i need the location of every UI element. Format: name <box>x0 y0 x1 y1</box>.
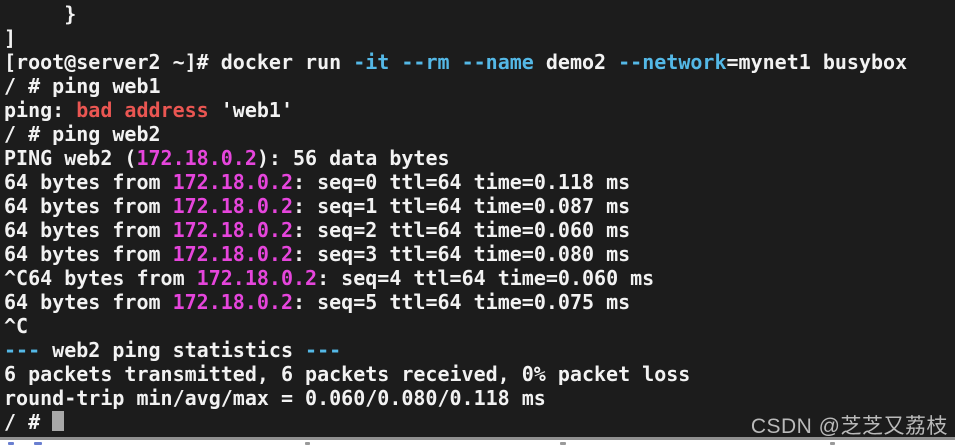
terminal-text-segment: } <box>4 2 77 26</box>
terminal-text-segment: : seq=0 ttl=64 time=0.118 ms <box>293 170 631 194</box>
terminal-text-segment: 172.18.0.2 <box>172 290 293 314</box>
terminal-text-segment: bad address <box>76 98 209 122</box>
terminal-cursor <box>52 411 65 431</box>
terminal-line: } <box>4 2 955 26</box>
terminal-text-segment: --network <box>618 50 727 74</box>
terminal-line: PING web2 (172.18.0.2): 56 data bytes <box>4 146 955 170</box>
terminal-text-segment: ] <box>4 26 17 50</box>
terminal-text-segment: : seq=3 ttl=64 time=0.080 ms <box>293 242 631 266</box>
terminal-text-segment: 64 bytes from <box>4 290 173 314</box>
terminal-line: ] <box>4 26 955 50</box>
terminal-text-segment: 64 bytes from <box>4 170 173 194</box>
terminal-text-segment: 172.18.0.2 <box>196 266 318 290</box>
terminal-text-segment: web2 ping statistics <box>52 338 293 362</box>
terminal-text-segment <box>389 50 401 74</box>
terminal-text-segment: ^C64 bytes from <box>4 266 197 290</box>
terminal-text-segment: 172.18.0.2 <box>136 146 257 170</box>
terminal-line: 64 bytes from 172.18.0.2: seq=3 ttl=64 t… <box>4 242 955 266</box>
terminal-text-segment: --- <box>293 338 342 362</box>
terminal-text-segment: ): 56 data bytes <box>256 146 450 170</box>
cut-off-text-fragment <box>8 442 14 445</box>
terminal-text-segment: PING web2 ( <box>4 146 137 170</box>
terminal-text-segment: / # <box>4 410 53 434</box>
screenshot-bottom-divider <box>0 437 955 440</box>
terminal-text-segment: 172.18.0.2 <box>172 218 293 242</box>
terminal-text-segment: / # ping web1 <box>4 74 161 98</box>
terminal-line: 64 bytes from 172.18.0.2: seq=5 ttl=64 t… <box>4 290 955 314</box>
terminal-text-segment: : seq=1 ttl=64 time=0.087 ms <box>293 194 631 218</box>
terminal-line: / # ping web2 <box>4 122 955 146</box>
terminal-line: ^C64 bytes from 172.18.0.2: seq=4 ttl=64… <box>4 266 955 290</box>
terminal-text-segment: 64 bytes from <box>4 218 173 242</box>
terminal-line: ^C <box>4 314 955 338</box>
terminal-text-segment: -it <box>353 50 390 74</box>
terminal-text-segment: demo2 <box>533 50 619 74</box>
terminal-text-segment: : seq=4 ttl=64 time=0.060 ms <box>317 266 655 290</box>
terminal-text-segment: --rm <box>401 50 450 74</box>
terminal-line: 64 bytes from 172.18.0.2: seq=0 ttl=64 t… <box>4 170 955 194</box>
terminal-line: / # ping web1 <box>4 74 955 98</box>
terminal-text-segment: 64 bytes from <box>4 194 173 218</box>
terminal-window[interactable]: }] [root@server2 ~]# docker run -it --rm … <box>0 0 955 437</box>
terminal-line: round-trip min/avg/max = 0.060/0.080/0.1… <box>4 386 955 410</box>
cropped-next-line-strip <box>0 440 955 448</box>
terminal-text-segment: ^C <box>4 314 29 338</box>
terminal-text-segment: --- <box>4 338 53 362</box>
terminal-text-segment: 172.18.0.2 <box>172 170 293 194</box>
terminal-line: 64 bytes from 172.18.0.2: seq=2 ttl=64 t… <box>4 218 955 242</box>
terminal-text-segment: [root@server2 ~]# docker run <box>4 50 354 74</box>
terminal-text-segment: =mynet1 busybox <box>726 50 908 74</box>
terminal-text-segment: round-trip min/avg/max = 0.060/0.080/0.1… <box>4 386 546 410</box>
terminal-text-segment: 172.18.0.2 <box>172 194 293 218</box>
cut-off-text-fragment <box>830 442 835 445</box>
terminal-line: [root@server2 ~]# docker run -it --rm --… <box>4 50 955 74</box>
cut-off-text-fragment <box>34 442 42 445</box>
terminal-text-segment: --name <box>461 50 534 74</box>
terminal-text-segment: 6 packets transmitted, 6 packets receive… <box>4 362 691 386</box>
csdn-watermark: CSDN @芝芝又荔枝 <box>750 415 948 438</box>
terminal-text-segment: 172.18.0.2 <box>172 242 293 266</box>
terminal-text-segment <box>450 50 462 74</box>
terminal-line: / # <box>4 410 955 434</box>
cut-off-text-fragment <box>560 442 566 445</box>
terminal-text-segment: / # ping web2 <box>4 122 161 146</box>
terminal-line: 64 bytes from 172.18.0.2: seq=1 ttl=64 t… <box>4 194 955 218</box>
terminal-text-segment: ping: <box>4 98 77 122</box>
terminal-line: --- web2 ping statistics --- <box>4 338 955 362</box>
terminal-text-segment: : seq=5 ttl=64 time=0.075 ms <box>293 290 631 314</box>
terminal-text-segment: 64 bytes from <box>4 242 173 266</box>
terminal-line: ping: bad address 'web1' <box>4 98 955 122</box>
terminal-line: 6 packets transmitted, 6 packets receive… <box>4 362 955 386</box>
terminal-text-segment: : seq=2 ttl=64 time=0.060 ms <box>293 218 631 242</box>
cut-off-text-fragment <box>305 442 310 445</box>
terminal-text-segment: 'web1' <box>208 98 293 122</box>
